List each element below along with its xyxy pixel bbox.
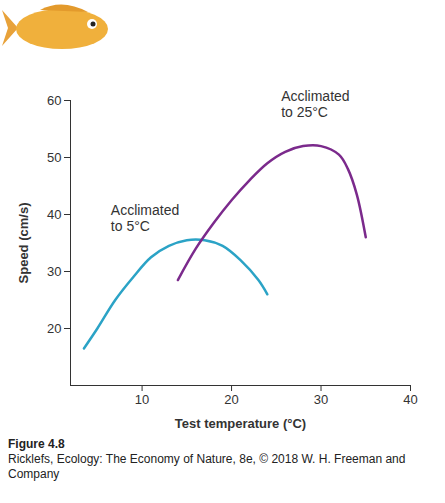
svg-text:40: 40 [47, 207, 61, 222]
svg-text:60: 60 [47, 93, 61, 108]
svg-text:50: 50 [47, 150, 61, 165]
svg-text:20: 20 [224, 392, 238, 407]
svg-text:40: 40 [403, 392, 417, 407]
svg-text:Acclimatedto 5°C: Acclimatedto 5°C [111, 202, 179, 234]
svg-text:30: 30 [47, 264, 61, 279]
svg-text:Test temperature (°C): Test temperature (°C) [175, 416, 306, 431]
svg-text:Acclimatedto 25°C: Acclimatedto 25°C [281, 88, 349, 120]
html-text:Ricklefs, Ecology: The Economy: Ricklefs, Ecology: The Economy of Nature… [8, 452, 406, 481]
svg-text:10: 10 [135, 392, 149, 407]
html-text:Figure 4.8: Figure 4.8 [8, 437, 65, 451]
svg-text:20: 20 [47, 321, 61, 336]
svg-text:30: 30 [314, 392, 328, 407]
svg-text:Speed (cm/s): Speed (cm/s) [16, 203, 31, 284]
